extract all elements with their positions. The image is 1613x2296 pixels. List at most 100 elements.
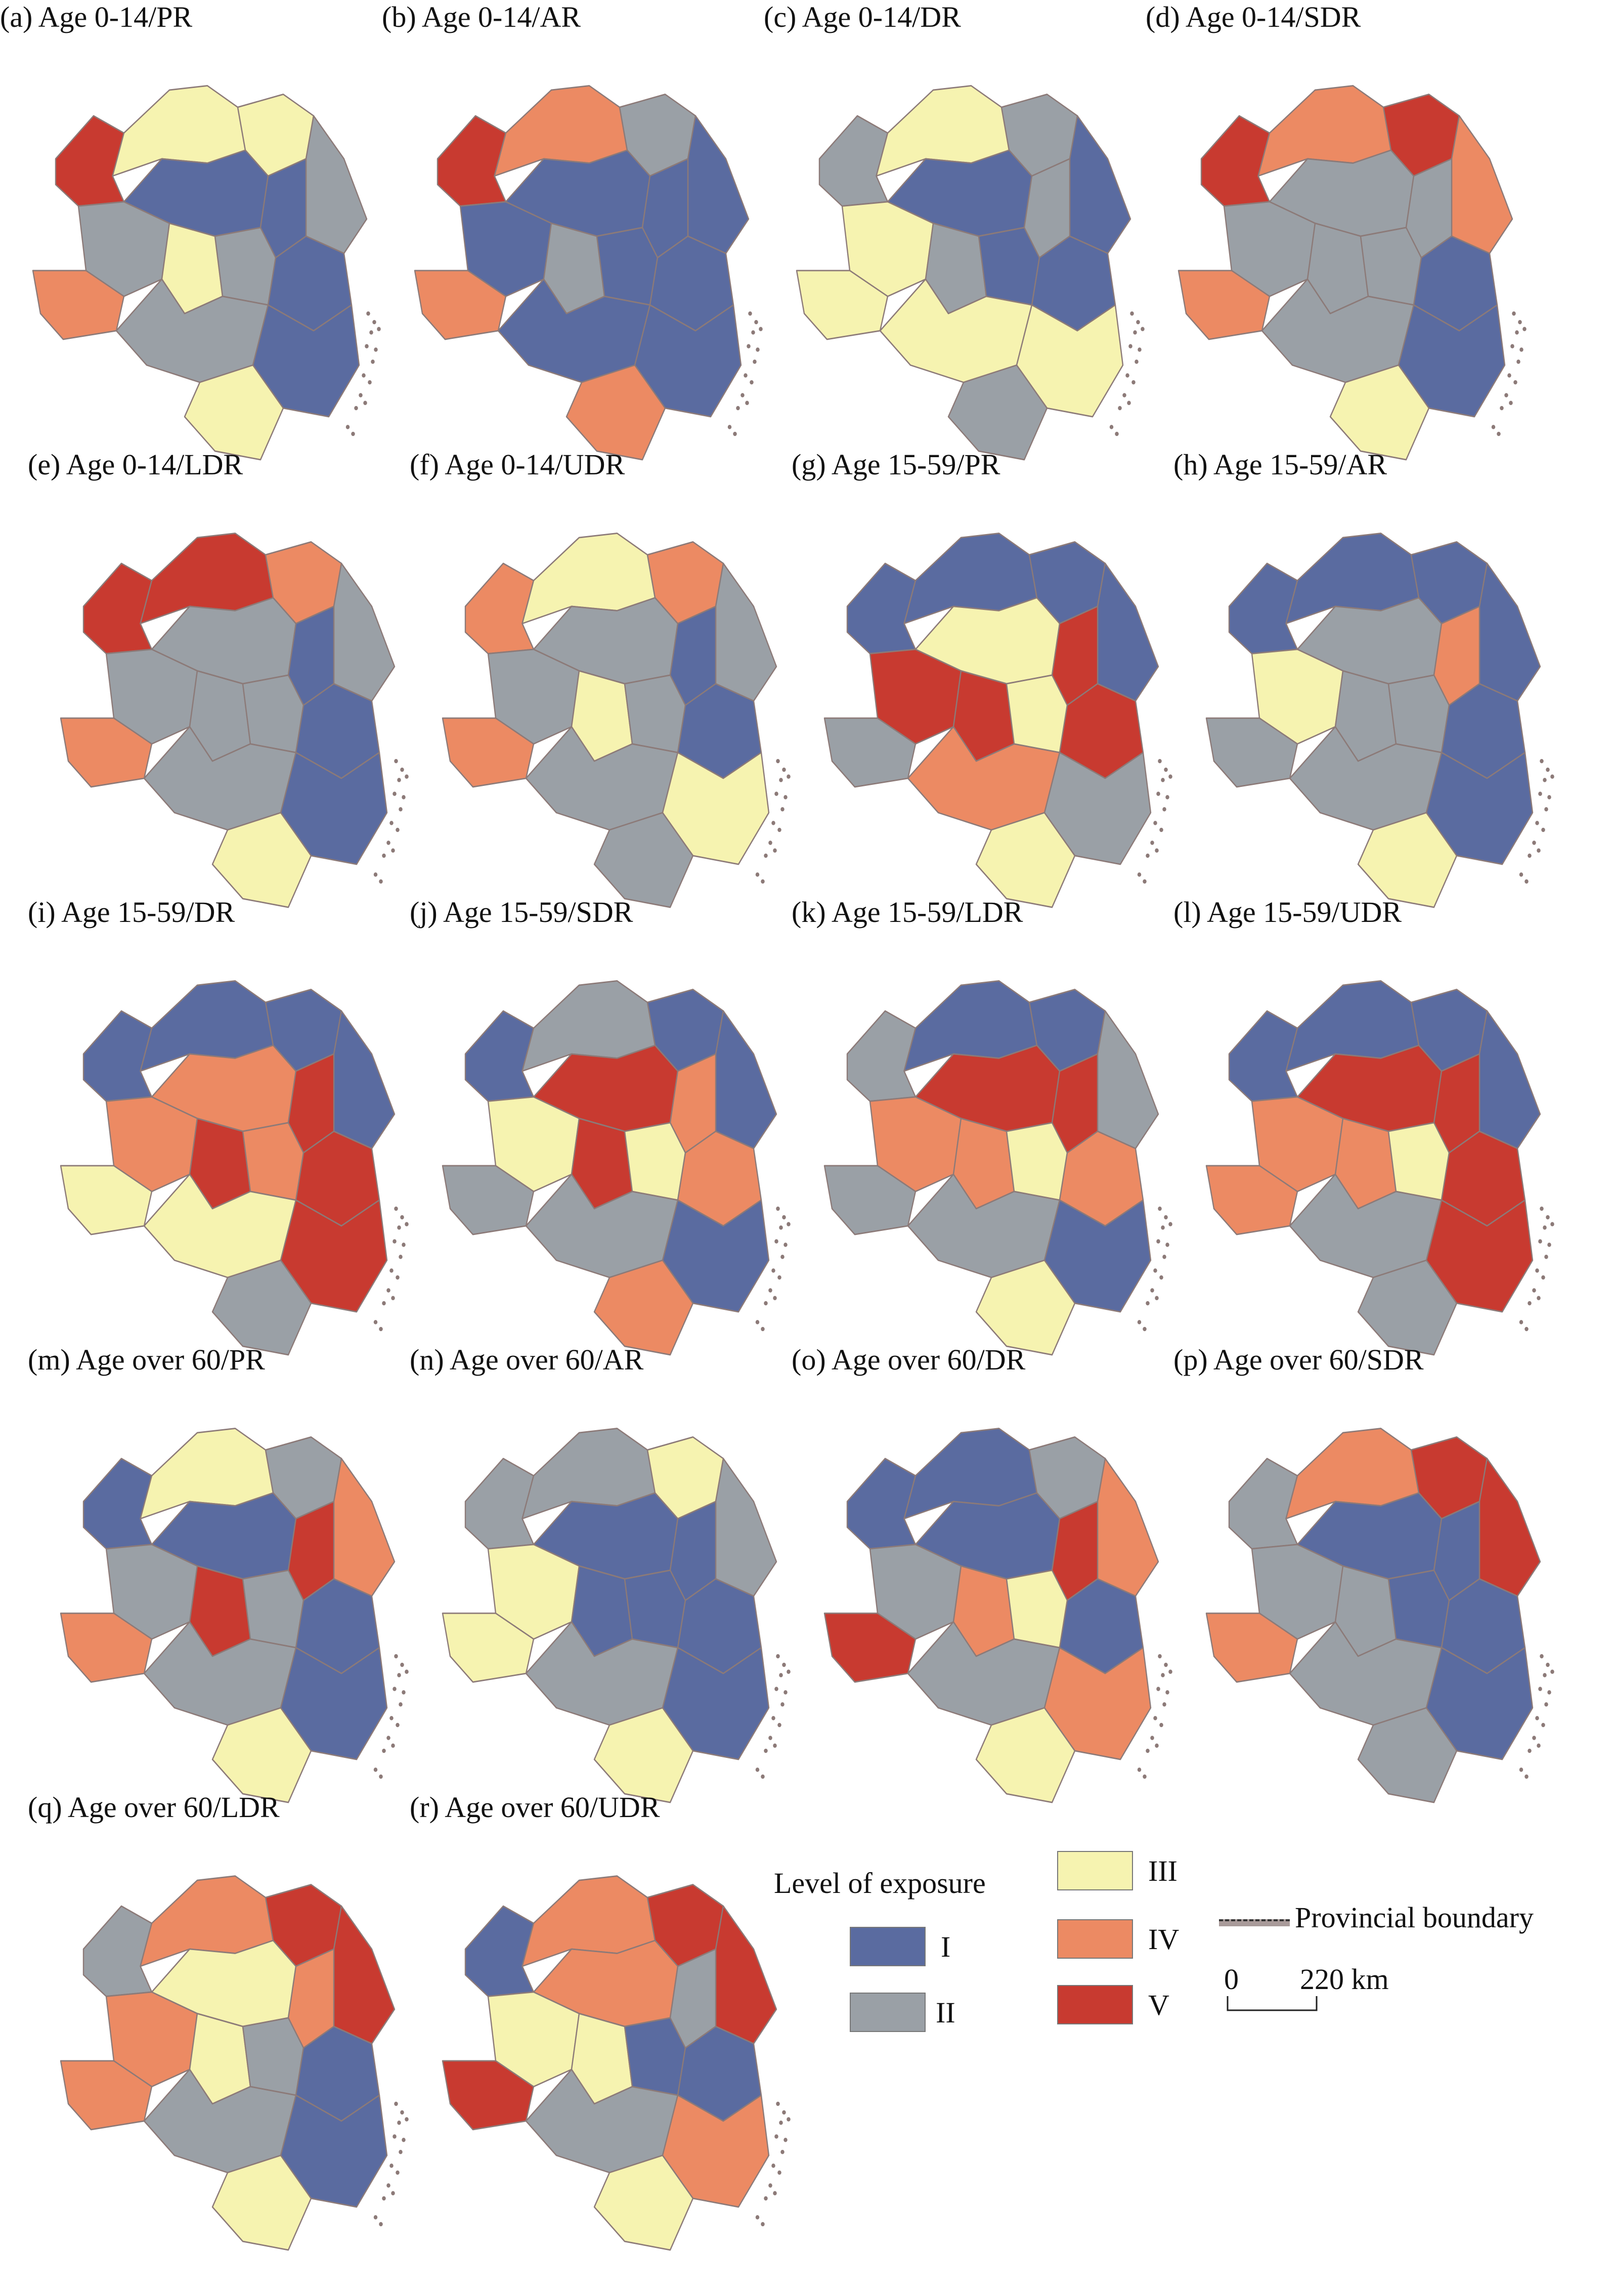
map-region [596,227,659,306]
island-mark [1137,1768,1142,1772]
boundary-legend-line [1219,1919,1290,1926]
island-mark [1497,431,1501,436]
island-mark [768,1288,772,1293]
panel-title: (b) Age 0-14/AR [382,1,581,33]
island-mark [386,2183,390,2188]
map-region [82,1458,153,1550]
map-region [975,1259,1076,1356]
legend-label-v: V [1148,1989,1169,2021]
island-mark [1109,425,1114,429]
map-region [82,1905,153,1997]
island-mark [1544,1254,1548,1259]
island-mark [365,344,369,348]
island-mark [779,778,783,782]
map-region [242,1569,304,1649]
map-region [1006,1569,1068,1649]
map-region [978,227,1040,306]
island-mark [1168,1222,1172,1226]
choropleth-map [1205,533,1554,908]
island-mark [1541,827,1545,832]
island-mark [783,1690,788,1695]
island-mark [399,1702,403,1707]
island-mark [363,401,367,406]
legend-swatch-i [850,1927,926,1966]
island-mark [745,401,749,406]
island-mark [780,1702,784,1707]
island-mark [379,1327,383,1332]
island-mark [366,311,370,316]
choropleth-map [60,533,409,908]
island-mark [1122,393,1126,398]
island-mark [776,1206,780,1211]
map-region [211,1259,312,1356]
island-mark [396,827,400,832]
island-mark [1543,1225,1547,1230]
map-panel: (a) Age 0-14/PR [0,0,384,506]
island-mark [397,1673,401,1677]
island-mark [1537,848,1541,853]
map-region [464,1010,535,1102]
island-mark [1156,1687,1160,1691]
island-mark [1131,380,1136,385]
island-mark [389,2163,394,2168]
island-mark [777,1723,781,1728]
island-mark [405,1669,409,1674]
island-mark [1155,1743,1159,1748]
map-region [846,1010,917,1102]
map-region [593,1707,694,1803]
island-mark [402,2138,406,2142]
island-mark [780,807,784,812]
map-region [242,674,304,754]
island-mark [1146,853,1150,858]
panel-title: (d) Age 0-14/SDR [1146,1,1361,33]
island-mark [393,1239,397,1244]
island-mark [351,431,355,436]
island-mark [771,821,775,825]
map-panel: (h) Age 15-59/AR [1173,448,1558,953]
map-region [55,115,125,207]
island-mark [1135,359,1139,364]
map-region [214,227,277,306]
island-mark [373,1320,378,1324]
choropleth-map [796,85,1145,461]
map-panel: (r) Age over 60/UDR [410,1790,794,2296]
island-mark [1524,1774,1529,1779]
map-region [846,562,917,654]
island-mark [1158,1206,1162,1211]
island-mark [753,359,757,364]
island-mark [391,2191,395,2196]
legend-label-iii: III [1148,1855,1178,1887]
island-mark [1165,1690,1169,1695]
map-region [305,115,368,254]
island-mark [1150,1736,1154,1740]
map-panel: (i) Age 15-59/DR [28,895,412,1401]
panel-title: (h) Age 15-59/AR [1173,448,1387,481]
choropleth-map [414,85,763,461]
island-mark [1128,344,1132,348]
island-mark [1158,1654,1162,1659]
choropleth-map [32,85,381,461]
map-region [1451,115,1513,254]
island-mark [1546,767,1550,772]
island-mark [386,1288,390,1293]
map-region [1357,1259,1458,1356]
island-mark [1130,311,1134,316]
island-mark [748,311,752,316]
map-region [1329,364,1430,461]
island-mark [1532,841,1536,845]
island-mark [1546,1662,1550,1667]
map-region [1478,1458,1541,1597]
island-mark [1143,1774,1147,1779]
map-region [1069,115,1131,254]
panel-title: (e) Age 0-14/LDR [28,448,243,481]
island-mark [1165,795,1169,800]
island-mark [1143,879,1147,884]
island-mark [386,1736,390,1740]
map-region [818,115,889,207]
island-mark [394,1654,398,1659]
island-mark [1164,767,1168,772]
island-mark [1528,853,1532,858]
island-mark [1541,1723,1545,1728]
island-mark [1519,872,1523,877]
scale-bar [1227,1996,1318,2011]
